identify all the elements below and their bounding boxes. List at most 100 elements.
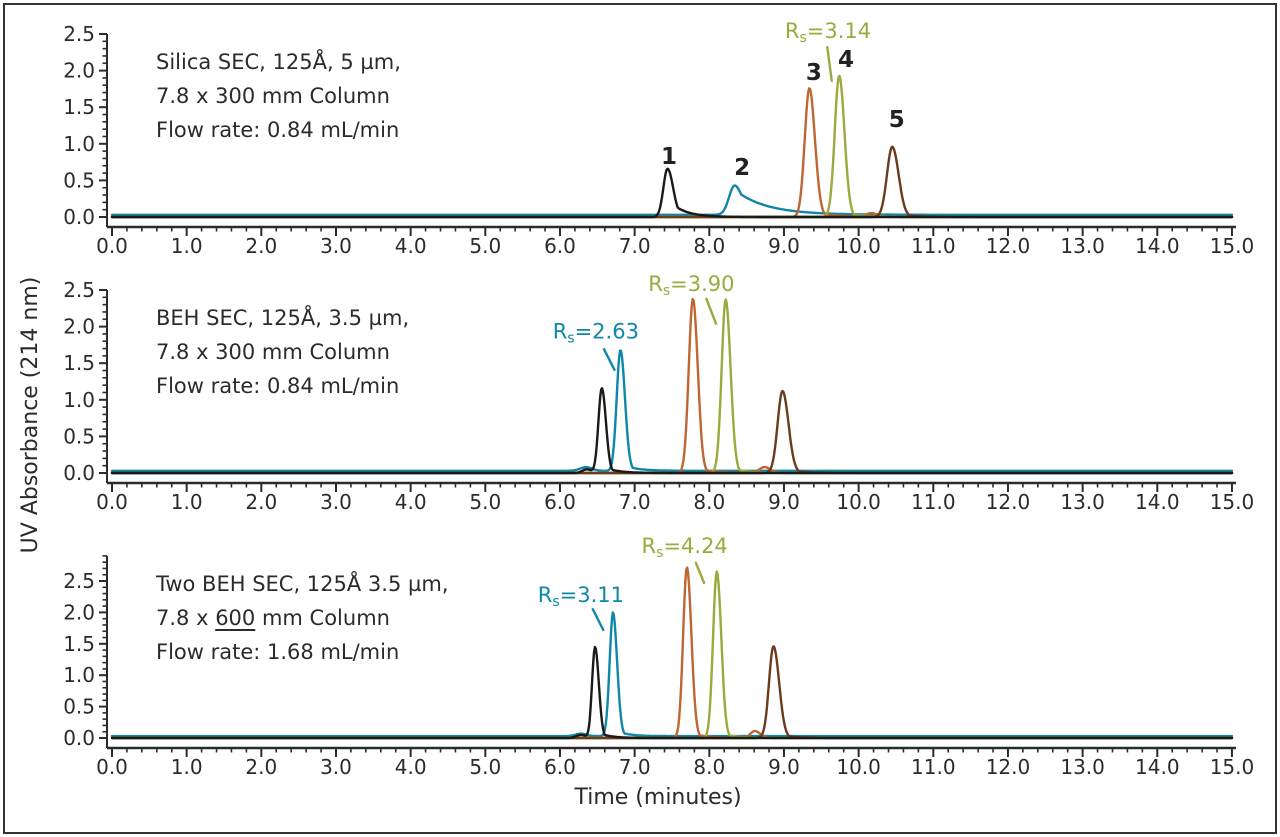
rs-annotation: Rs=4.24 — [642, 534, 728, 561]
x-tick-label: 11.0 — [911, 490, 956, 514]
x-tick-label: 14.0 — [1135, 234, 1180, 258]
x-tick-label: 4.0 — [395, 755, 427, 779]
panels-group: 0.00.51.01.52.02.50.0 1.0 2.0 3.0 4.0 5.0 6.0 7… — [63, 19, 1254, 779]
title-underlined-text: 600 — [215, 606, 256, 630]
title-text: mm Column — [255, 606, 390, 630]
y-tick-label: 0.5 — [63, 695, 95, 719]
x-tick-label: 2.0 — [245, 755, 277, 779]
rs-annotation: Rs=3.90 — [648, 272, 734, 299]
title-text: Silica SEC, 125Å, 5 µm, — [156, 50, 401, 74]
x-tick-label: 2.0 — [245, 490, 277, 514]
title-text: 7.8 x 300 mm Column — [156, 84, 390, 108]
x-tick-label: 2.0 — [245, 234, 277, 258]
y-tick-label: 0.5 — [63, 168, 95, 192]
panel-2: 0.0 0.5 1.0 1.5 2.0 2.5 0.0 1.0 2.0 3.0 4.0 5.0 6.0 7… — [63, 272, 1254, 514]
rs-value: =3.11 — [560, 583, 624, 607]
x-tick-label: 8.0 — [693, 755, 725, 779]
x-tick-label: 9.0 — [768, 234, 800, 258]
rs-callout-line — [602, 348, 616, 371]
y-tick-label: 2.5 — [63, 278, 95, 302]
x-tick-label: 12.0 — [986, 490, 1031, 514]
x-tick-label: 1.0 — [171, 490, 203, 514]
peak-number-label: 1 — [661, 144, 677, 170]
x-tick-label: 7.0 — [619, 234, 651, 258]
rs-value: =3.14 — [807, 19, 871, 43]
x-tick-label: 5.0 — [469, 490, 501, 514]
peak-number-label: 3 — [806, 60, 822, 86]
title-line: Flow rate: 0.84 mL/min — [156, 369, 409, 403]
y-tick-label: 2.5 — [63, 22, 95, 46]
title-line: 7.8 x 300 mm Column — [156, 79, 401, 113]
trace-black — [110, 167, 1234, 219]
x-tick-label: 6.0 — [544, 755, 576, 779]
x-tick-label: 14.0 — [1135, 755, 1180, 779]
x-tick-label: 7.0 — [619, 755, 651, 779]
x-tick-label: 8.0 — [693, 490, 725, 514]
rs-value: =3.90 — [670, 272, 734, 296]
x-tick-label: 12.0 — [986, 234, 1031, 258]
peak-number-label: 4 — [838, 47, 854, 73]
title-line: Flow rate: 0.84 mL/min — [156, 113, 401, 147]
x-tick-label: 13.0 — [1060, 234, 1105, 258]
x-tick-label: 10.0 — [836, 755, 881, 779]
x-tick-label: 13.0 — [1060, 490, 1105, 514]
y-tick-label: 1.0 — [63, 132, 95, 156]
x-tick-label: 3.0 — [320, 755, 352, 779]
x-tick-label: 10.0 — [836, 490, 881, 514]
x-tick-label: 12.0 — [986, 755, 1031, 779]
y-tick-label: 1.5 — [63, 351, 95, 375]
peak-number-label: 2 — [734, 155, 750, 181]
title-line: Silica SEC, 125Å, 5 µm, — [156, 45, 401, 79]
x-tick-label: 5.0 — [469, 234, 501, 258]
y-tick-label: 0.0 — [63, 461, 95, 485]
x-tick-label: 15.0 — [1210, 234, 1255, 258]
rs-callout-line — [694, 561, 706, 585]
x-tick-label: 13.0 — [1060, 755, 1105, 779]
panel-3-title: Two BEH SEC, 125Å 3.5 µm, 7.8 x 600 mm Co… — [156, 567, 449, 669]
x-tick-label: 0.0 — [96, 490, 128, 514]
x-tick-label: 15.0 — [1210, 490, 1255, 514]
y-tick-label: 1.0 — [63, 663, 95, 687]
title-text: BEH SEC, 125Å, 3.5 µm, — [156, 306, 410, 330]
panel-1: 0.0 0.5 1.0 1.5 2.0 2.5 0.0 1.0 2.0 3.0 4.0 5.0 6.0 7… — [63, 19, 1254, 258]
y-tick-label: 2.5 — [63, 569, 95, 593]
title-text: 7.8 x 300 mm Column — [156, 340, 390, 364]
y-tick-label: 0.0 — [63, 726, 95, 750]
trace-teal — [110, 611, 1234, 738]
title-line: 7.8 x 600 mm Column — [156, 601, 449, 635]
rs-subscript: s — [799, 30, 806, 46]
panel-1-title: Silica SEC, 125Å, 5 µm, 7.8 x 300 mm Colu… — [156, 45, 401, 147]
y-tick-label: 2.0 — [63, 315, 95, 339]
title-line: Flow rate: 1.68 mL/min — [156, 635, 449, 669]
title-line: BEH SEC, 125Å, 3.5 µm, — [156, 301, 409, 335]
x-tick-label: 4.0 — [395, 490, 427, 514]
y-axis-title: UV Absorbance (214 nm) — [18, 277, 43, 554]
rs-value: =4.24 — [663, 534, 727, 558]
x-tick-label: 6.0 — [544, 234, 576, 258]
x-tick-label: 8.0 — [693, 234, 725, 258]
rs-subscript: s — [663, 283, 670, 299]
x-tick-label: 0.0 — [96, 234, 128, 258]
x-tick-label: 4.0 — [395, 234, 427, 258]
rs-annotation: Rs=3.14 — [785, 19, 871, 46]
y-tick-label: 2.0 — [63, 59, 95, 83]
rs-subscript: s — [567, 331, 574, 347]
rs-subscript: s — [656, 545, 663, 561]
y-tick-label: 1.5 — [63, 95, 95, 119]
trace-black — [110, 387, 1234, 475]
title-text: Flow rate: 0.84 mL/min — [156, 374, 400, 398]
rs-callout-line — [591, 608, 605, 632]
y-tick-label: 1.0 — [63, 388, 95, 412]
panel-3: 0.0 0.5 1.0 1.5 2.0 2.5 0.0 1.0 2.0 3.0 4.0 5.0 6.0 7… — [63, 534, 1254, 779]
y-tick-label: 0.5 — [63, 424, 95, 448]
x-tick-label: 1.0 — [171, 755, 203, 779]
x-tick-label: 10.0 — [836, 234, 881, 258]
trace-teal — [110, 349, 1234, 472]
trace-teal — [110, 184, 1234, 216]
title-line: Two BEH SEC, 125Å 3.5 µm, — [156, 567, 449, 601]
x-tick-label: 11.0 — [911, 755, 956, 779]
x-tick-label: 6.0 — [544, 490, 576, 514]
x-tick-label: 9.0 — [768, 490, 800, 514]
